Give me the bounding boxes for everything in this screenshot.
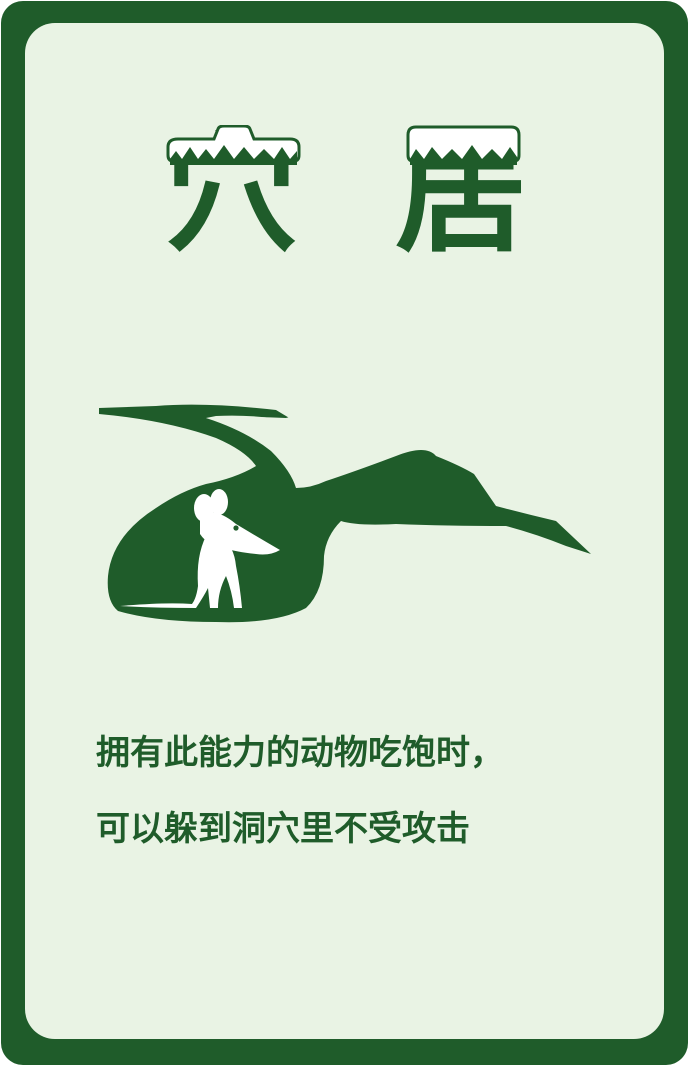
ability-description-line-1: 拥有此能力的动物吃饱时， [96,733,504,773]
snowcap-left-icon [166,125,301,165]
burrow-illustration-icon [99,404,591,623]
mouse-figure [120,489,280,608]
snowcap-right-icon [406,125,521,165]
ability-description-line-2: 可以躲到洞穴里不受攻击 [96,809,470,849]
